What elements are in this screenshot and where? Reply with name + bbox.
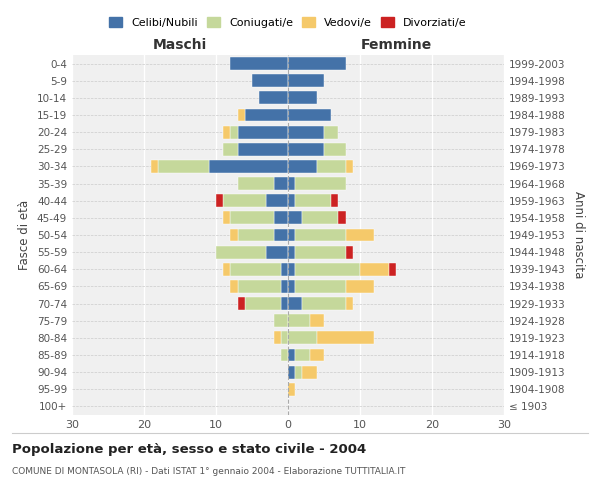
Bar	[266, 246, 288, 258]
Bar	[317, 160, 346, 173]
Bar	[230, 263, 281, 276]
Bar	[238, 143, 288, 156]
Bar	[288, 366, 295, 378]
Text: COMUNE DI MONTASOLA (RI) - Dati ISTAT 1° gennaio 2004 - Elaborazione TUTTITALIA.: COMUNE DI MONTASOLA (RI) - Dati ISTAT 1°…	[12, 468, 406, 476]
Bar	[281, 280, 288, 293]
Bar	[230, 228, 238, 241]
Bar	[288, 108, 331, 122]
Bar	[338, 212, 346, 224]
Y-axis label: Anni di nascita: Anni di nascita	[572, 192, 585, 278]
Bar	[295, 177, 346, 190]
Bar	[274, 332, 281, 344]
Bar	[281, 297, 288, 310]
Bar	[288, 280, 295, 293]
Bar	[324, 126, 338, 138]
Bar	[288, 212, 302, 224]
Bar	[288, 297, 302, 310]
Bar	[266, 194, 288, 207]
Bar	[274, 177, 288, 190]
Bar	[288, 383, 295, 396]
Bar	[295, 366, 302, 378]
Bar	[295, 246, 346, 258]
Bar	[230, 57, 288, 70]
Bar	[216, 194, 223, 207]
Bar	[209, 160, 288, 173]
Bar	[295, 348, 310, 362]
Bar	[274, 314, 288, 327]
Bar	[324, 143, 346, 156]
Bar	[238, 297, 245, 310]
Bar	[346, 280, 374, 293]
Legend: Celibi/Nubili, Coniugati/e, Vedovi/e, Divorziati/e: Celibi/Nubili, Coniugati/e, Vedovi/e, Di…	[106, 14, 470, 31]
Bar	[288, 332, 317, 344]
Bar	[223, 126, 230, 138]
Bar	[288, 126, 324, 138]
Bar	[346, 160, 353, 173]
Bar	[238, 177, 274, 190]
Bar	[281, 332, 288, 344]
Bar	[288, 263, 295, 276]
Bar	[238, 280, 281, 293]
Bar	[288, 246, 295, 258]
Bar	[223, 212, 230, 224]
Bar	[151, 160, 158, 173]
Text: Popolazione per età, sesso e stato civile - 2004: Popolazione per età, sesso e stato civil…	[12, 442, 366, 456]
Bar	[288, 92, 317, 104]
Bar	[158, 160, 209, 173]
Bar	[302, 297, 346, 310]
Bar	[288, 194, 295, 207]
Bar	[295, 194, 331, 207]
Bar	[288, 348, 295, 362]
Bar	[238, 126, 288, 138]
Bar	[310, 348, 324, 362]
Y-axis label: Fasce di età: Fasce di età	[19, 200, 31, 270]
Bar	[288, 160, 317, 173]
Bar	[288, 228, 295, 241]
Bar	[389, 263, 396, 276]
Bar	[295, 280, 346, 293]
Bar	[245, 297, 281, 310]
Bar	[223, 143, 238, 156]
Bar	[302, 366, 317, 378]
Bar	[230, 280, 238, 293]
Bar	[281, 263, 288, 276]
Text: Femmine: Femmine	[361, 38, 431, 52]
Bar	[310, 314, 324, 327]
Text: Maschi: Maschi	[153, 38, 207, 52]
Bar	[295, 263, 360, 276]
Bar	[295, 228, 346, 241]
Bar	[288, 143, 324, 156]
Bar	[288, 57, 346, 70]
Bar	[216, 246, 266, 258]
Bar	[317, 332, 374, 344]
Bar	[274, 212, 288, 224]
Bar	[346, 228, 374, 241]
Bar	[245, 108, 288, 122]
Bar	[238, 228, 274, 241]
Bar	[331, 194, 338, 207]
Bar	[346, 297, 353, 310]
Bar	[288, 314, 310, 327]
Bar	[281, 348, 288, 362]
Bar	[288, 177, 295, 190]
Bar	[259, 92, 288, 104]
Bar	[302, 212, 338, 224]
Bar	[223, 194, 266, 207]
Bar	[252, 74, 288, 87]
Bar	[238, 108, 245, 122]
Bar	[360, 263, 389, 276]
Bar	[223, 263, 230, 276]
Bar	[230, 126, 238, 138]
Bar	[346, 246, 353, 258]
Bar	[230, 212, 274, 224]
Bar	[274, 228, 288, 241]
Bar	[288, 74, 324, 87]
